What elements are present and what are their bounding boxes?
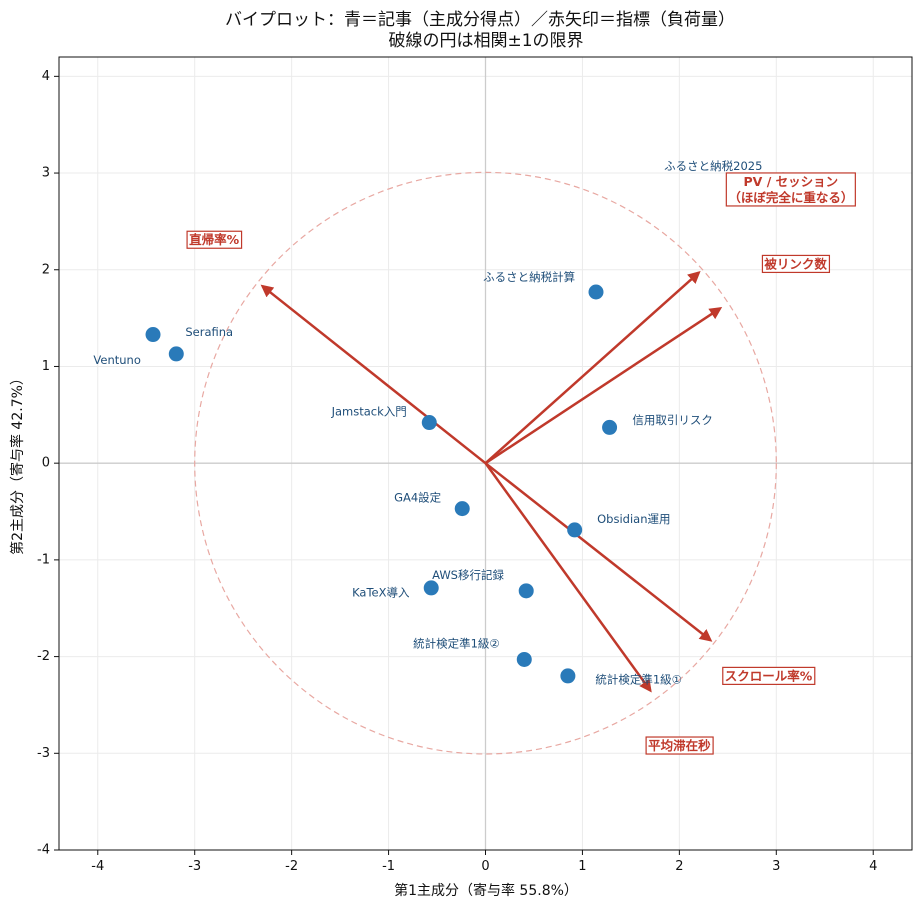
y-tick-label: 1 (42, 359, 50, 374)
point-label: ふるさと納税2025 (664, 159, 762, 173)
loading-label-text: （ほぼ完全に重なる） (728, 190, 853, 205)
loading-label: スクロール率% (722, 666, 816, 685)
loading-label-box (722, 666, 816, 685)
score-point (423, 580, 439, 596)
loading-arrow (484, 462, 713, 642)
score-point (560, 668, 576, 684)
y-tick-label: 0 (42, 456, 50, 471)
y-axis-ticks: -4 -3 -2 -1 0 1 2 3 4 (37, 69, 59, 858)
score-point (454, 501, 470, 517)
x-tick-label: -2 (285, 859, 298, 874)
score-point (518, 583, 534, 599)
point-label: Jamstack入門 (331, 404, 407, 418)
chart-title-line-1: バイプロット：青＝記事（主成分得点）／赤矢印＝指標（負荷量） (225, 10, 735, 30)
score-point (516, 651, 532, 667)
loading-label: 直帰率% (186, 230, 243, 249)
score-point (602, 419, 618, 435)
loading-label-text: PV / セッション (744, 174, 839, 189)
y-tick-label: -4 (37, 843, 50, 858)
x-tick-label: 1 (578, 859, 586, 874)
x-tick-label: -3 (188, 859, 201, 874)
point-label: KaTeX導入 (352, 585, 410, 599)
y-axis-label: 第2主成分（寄与率 42.7%） (9, 371, 26, 555)
correlation-circle (194, 171, 777, 755)
point-label: Serafina (185, 325, 233, 339)
x-tick-label: 2 (675, 859, 683, 874)
loading-label-box (761, 254, 831, 274)
point-label: 統計検定準1級② (413, 637, 500, 651)
x-tick-label: 4 (869, 859, 877, 874)
point-label: AWS移行記録 (432, 568, 504, 582)
y-tick-label: -2 (37, 649, 50, 664)
loading-label-box (725, 172, 856, 207)
loading-arrows (260, 270, 723, 693)
point-label: GA4設定 (394, 490, 442, 504)
score-point (421, 415, 437, 431)
score-point (588, 284, 604, 300)
loading-label-box (186, 230, 243, 249)
point-label: Obsidian運用 (597, 512, 670, 526)
loading-label: PV / セッション（ほぼ完全に重なる） (725, 172, 856, 207)
x-tick-label: 3 (772, 859, 780, 874)
loading-label-text: 平均滞在秒 (648, 738, 711, 753)
x-tick-label: 0 (481, 859, 489, 874)
score-point (567, 522, 583, 538)
y-tick-label: -1 (37, 552, 50, 567)
score-point (145, 327, 161, 343)
y-tick-label: 4 (42, 69, 50, 84)
loading-arrow (484, 462, 652, 693)
x-axis-label: 第1主成分（寄与率 55.8%） (394, 882, 578, 899)
x-axis-ticks: -4 -3 -2 -1 0 1 2 3 4 (91, 850, 877, 874)
y-tick-label: 2 (42, 262, 50, 277)
score-point (168, 346, 184, 362)
x-tick-label: -4 (91, 859, 104, 874)
loading-arrow (484, 307, 723, 465)
loading-label: 平均滞在秒 (645, 736, 714, 755)
point-label: 統計検定準1級① (595, 672, 682, 686)
chart-title-line-2: 破線の円は相関±1の限界 (388, 31, 583, 51)
loading-arrow (260, 284, 487, 465)
point-labels: ふるさと納税2025 ふるさと納税計算 Serafina Ventuno Jamstac… (93, 159, 762, 687)
loading-label-text: スクロール率% (725, 668, 813, 683)
y-tick-label: -3 (37, 746, 50, 761)
x-tick-label: -1 (382, 859, 395, 874)
loading-label: 被リンク数 (761, 254, 831, 274)
loading-arrow (484, 270, 701, 465)
loading-label-text: 直帰率% (189, 232, 240, 247)
loading-label-text: 被リンク数 (764, 256, 827, 271)
loading-label-box (645, 736, 714, 755)
y-tick-label: 3 (42, 166, 50, 181)
score-points (145, 172, 791, 684)
point-label: 信用取引リスク (632, 413, 713, 427)
point-label: Ventuno (93, 353, 140, 367)
point-label: ふるさと納税計算 (483, 270, 575, 284)
